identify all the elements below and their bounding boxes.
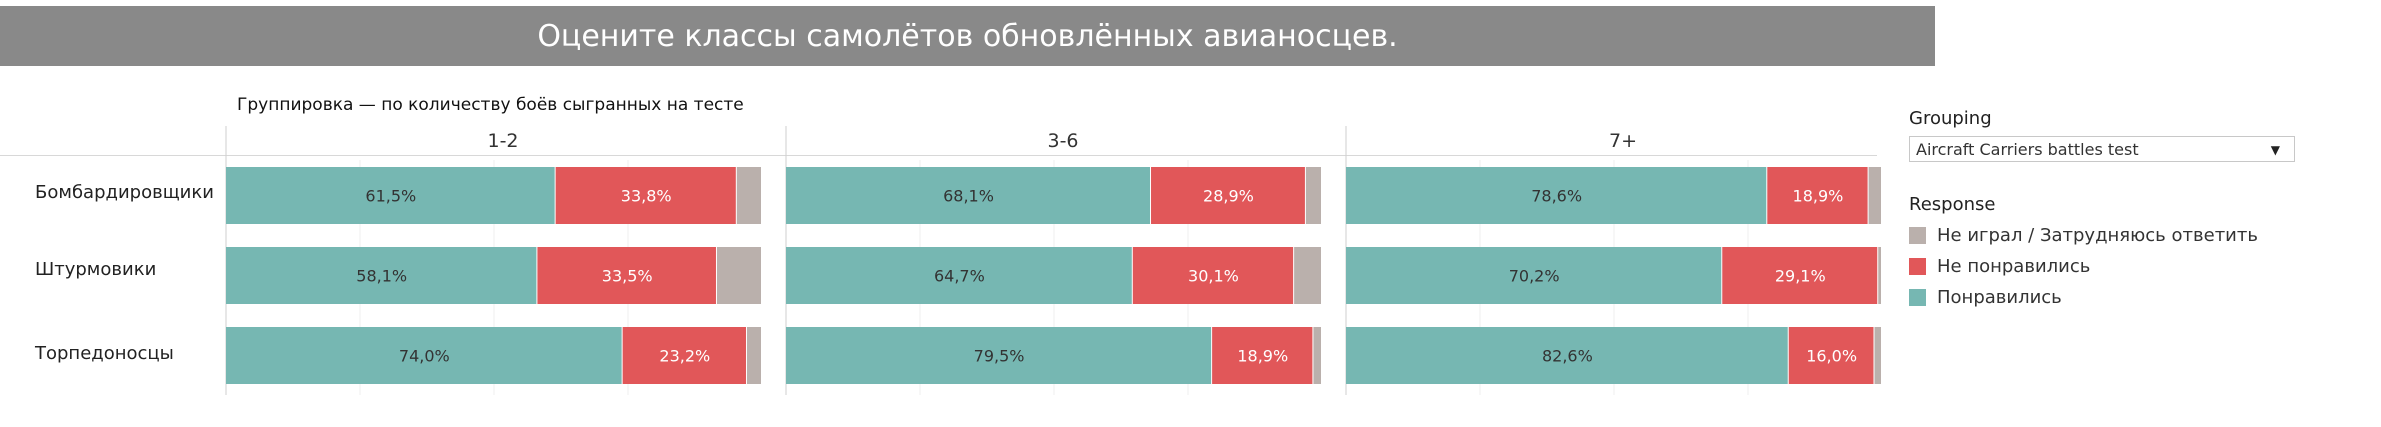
bar-segment [1788, 327, 1874, 384]
legend-item-liked[interactable]: Понравились [1909, 287, 2289, 308]
data-label: 18,9% [1237, 347, 1288, 366]
data-label: 58,1% [356, 267, 407, 286]
chevron-down-icon[interactable]: ▼ [2270, 143, 2280, 157]
data-label: 64,7% [934, 267, 985, 286]
row-label-attack: Штурмовики [35, 259, 157, 280]
panel-header-7plus: 7+ [1608, 130, 1638, 152]
bar-segment [1767, 167, 1868, 224]
legend-item-disliked[interactable]: Не понравились [1909, 256, 2289, 277]
bar-segment [786, 247, 1132, 304]
bar-segment [537, 247, 716, 304]
bar-segment [716, 247, 761, 304]
header-divider [0, 155, 1877, 156]
row-label-bombers: Бомбардировщики [35, 182, 214, 203]
data-label: 33,5% [602, 267, 653, 286]
filter-label: Grouping [1909, 108, 1992, 129]
data-label: 28,9% [1203, 187, 1254, 206]
data-label: 78,6% [1531, 187, 1582, 206]
legend-item-label: Не играл / Затрудняюсь ответить [1937, 225, 2258, 246]
legend-swatch [1909, 258, 1926, 275]
legend-swatch [1909, 289, 1926, 306]
bar-segment [1722, 247, 1878, 304]
panel-header-1-2: 1-2 [487, 130, 519, 152]
grouping-note: Группировка — по количеству боёв сыгранн… [237, 95, 744, 115]
bar-segment [736, 167, 761, 224]
data-label: 29,1% [1775, 267, 1826, 286]
legend-swatch [1909, 227, 1926, 244]
bar-segment [1132, 247, 1294, 304]
data-label: 16,0% [1806, 347, 1857, 366]
data-label: 68,1% [943, 187, 994, 206]
bar-segment [1346, 247, 1722, 304]
side-panel: Grouping Aircraft Carriers battles test … [1909, 108, 2295, 308]
data-label: 79,5% [974, 347, 1025, 366]
data-label: 82,6% [1542, 347, 1593, 366]
bar-segment [1868, 167, 1881, 224]
bar-segment [1294, 247, 1321, 304]
data-label: 33,8% [621, 187, 672, 206]
bar-segment [1212, 327, 1313, 384]
data-label: 30,1% [1188, 267, 1239, 286]
bar-segment [226, 247, 537, 304]
bar-segment [1305, 167, 1321, 224]
bar-segment [226, 327, 622, 384]
row-label-torpedo: Торпедоносцы [35, 343, 174, 364]
data-label: 61,5% [365, 187, 416, 206]
bar-segment [786, 327, 1212, 384]
bar-segment [622, 327, 746, 384]
bar-segment [226, 167, 555, 224]
chart-title: Оцените классы самолётов обновлённых ави… [0, 6, 1935, 66]
legend-title: Response [1909, 194, 1996, 215]
panel-header-3-6: 3-6 [1047, 130, 1079, 152]
bar-segment [786, 167, 1151, 224]
bar-segment [1878, 247, 1881, 304]
data-label: 74,0% [399, 347, 450, 366]
bar-segment [1346, 327, 1788, 384]
legend-item-label: Не понравились [1937, 256, 2091, 277]
data-label: 18,9% [1793, 187, 1844, 206]
bar-segment [1313, 327, 1321, 384]
data-label: 23,2% [659, 347, 710, 366]
bar-segment [746, 327, 761, 384]
bar-segment [555, 167, 736, 224]
bar-segment [1151, 167, 1305, 224]
grouping-dropdown[interactable]: Aircraft Carriers battles test ▼ [1909, 136, 2295, 162]
bar-segment [1346, 167, 1767, 224]
legend-item-label: Понравились [1937, 287, 2062, 308]
data-label: 70,2% [1509, 267, 1560, 286]
grouping-dropdown-value: Aircraft Carriers battles test [1916, 139, 2139, 159]
bar-segment [1874, 327, 1881, 384]
legend-item-no-answer[interactable]: Не играл / Затрудняюсь ответить [1909, 225, 2289, 246]
